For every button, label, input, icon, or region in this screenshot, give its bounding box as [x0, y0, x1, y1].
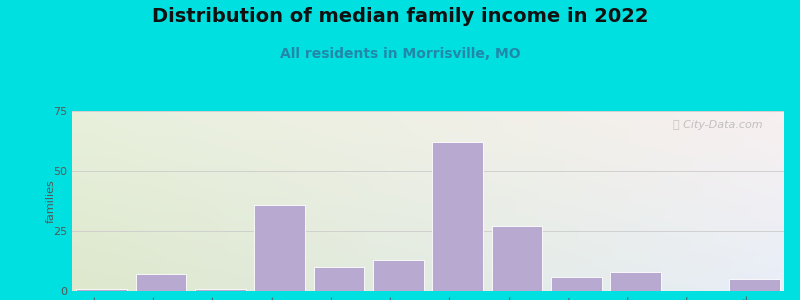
Text: Distribution of median family income in 2022: Distribution of median family income in …	[152, 8, 648, 26]
Bar	[254, 205, 305, 291]
Bar	[195, 289, 246, 291]
Bar	[729, 279, 779, 291]
Bar	[551, 277, 602, 291]
Y-axis label: families: families	[46, 179, 55, 223]
Bar	[433, 142, 483, 291]
Bar	[492, 226, 542, 291]
Text: All residents in Morrisville, MO: All residents in Morrisville, MO	[280, 46, 520, 61]
Bar	[77, 289, 127, 291]
Bar	[136, 274, 186, 291]
Text: ⓘ City-Data.com: ⓘ City-Data.com	[673, 120, 762, 130]
Bar	[314, 267, 364, 291]
Bar	[373, 260, 423, 291]
Bar	[610, 272, 661, 291]
